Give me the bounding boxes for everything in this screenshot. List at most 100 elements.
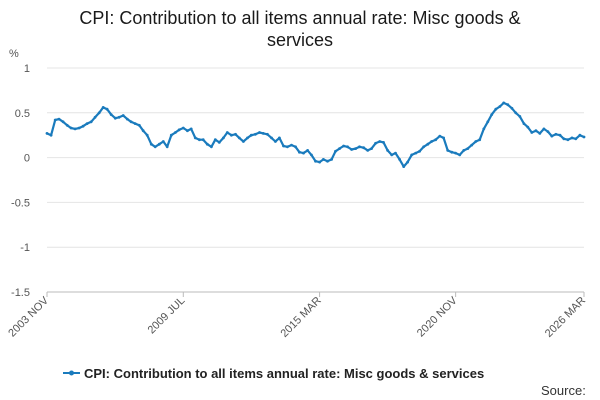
data-point[interactable] bbox=[522, 122, 526, 125]
data-point[interactable] bbox=[294, 145, 297, 149]
data-point[interactable] bbox=[398, 158, 401, 161]
data-point[interactable] bbox=[246, 136, 249, 140]
data-point[interactable] bbox=[442, 136, 445, 140]
data-point[interactable] bbox=[165, 145, 169, 149]
data-point[interactable] bbox=[302, 151, 305, 155]
data-point[interactable] bbox=[113, 116, 117, 120]
data-point[interactable] bbox=[69, 126, 73, 130]
data-point[interactable] bbox=[410, 153, 414, 157]
data-point[interactable] bbox=[81, 124, 85, 128]
data-point[interactable] bbox=[105, 107, 109, 111]
data-point[interactable] bbox=[181, 126, 185, 130]
data-point[interactable] bbox=[346, 145, 349, 149]
data-point[interactable] bbox=[57, 117, 61, 121]
data-point[interactable] bbox=[261, 132, 265, 135]
data-point[interactable] bbox=[470, 143, 474, 147]
data-point[interactable] bbox=[73, 127, 77, 131]
data-point[interactable] bbox=[266, 132, 269, 136]
data-point[interactable] bbox=[558, 133, 562, 137]
data-point[interactable] bbox=[282, 144, 285, 148]
data-point[interactable] bbox=[510, 106, 514, 110]
data-point[interactable] bbox=[210, 145, 213, 149]
data-point[interactable] bbox=[574, 137, 578, 141]
data-point[interactable] bbox=[145, 133, 149, 137]
data-point[interactable] bbox=[570, 136, 574, 140]
data-point[interactable] bbox=[65, 123, 69, 127]
data-point[interactable] bbox=[350, 148, 353, 151]
data-point[interactable] bbox=[362, 146, 365, 150]
data-point[interactable] bbox=[378, 140, 382, 143]
data-point[interactable] bbox=[554, 132, 558, 136]
data-point[interactable] bbox=[562, 137, 566, 141]
data-point[interactable] bbox=[290, 143, 293, 147]
data-point[interactable] bbox=[518, 115, 522, 118]
data-point[interactable] bbox=[242, 140, 245, 143]
data-point[interactable] bbox=[426, 142, 430, 146]
data-point[interactable] bbox=[582, 135, 586, 139]
data-point[interactable] bbox=[322, 158, 325, 161]
data-point[interactable] bbox=[354, 147, 357, 151]
data-point[interactable] bbox=[85, 122, 89, 125]
data-point[interactable] bbox=[77, 126, 81, 130]
data-point[interactable] bbox=[326, 159, 329, 163]
data-point[interactable] bbox=[526, 125, 530, 129]
data-point[interactable] bbox=[474, 140, 478, 143]
data-point[interactable] bbox=[310, 153, 313, 157]
data-point[interactable] bbox=[193, 136, 197, 140]
data-point[interactable] bbox=[458, 153, 462, 157]
data-point[interactable] bbox=[530, 131, 534, 134]
data-point[interactable] bbox=[117, 115, 121, 119]
data-point[interactable] bbox=[486, 120, 490, 124]
data-point[interactable] bbox=[542, 127, 546, 131]
data-point[interactable] bbox=[330, 158, 333, 161]
data-point[interactable] bbox=[149, 142, 153, 146]
data-point[interactable] bbox=[446, 149, 450, 152]
data-point[interactable] bbox=[174, 131, 177, 134]
data-point[interactable] bbox=[93, 115, 97, 119]
data-point[interactable] bbox=[438, 134, 442, 138]
data-point[interactable] bbox=[97, 111, 101, 115]
data-point[interactable] bbox=[578, 133, 582, 137]
data-point[interactable] bbox=[133, 122, 137, 125]
data-point[interactable] bbox=[254, 132, 257, 136]
data-point[interactable] bbox=[430, 140, 433, 143]
data-point[interactable] bbox=[514, 111, 518, 115]
data-point[interactable] bbox=[249, 133, 253, 137]
data-point[interactable] bbox=[278, 136, 281, 140]
data-point[interactable] bbox=[498, 105, 502, 108]
data-point[interactable] bbox=[286, 145, 289, 149]
data-point[interactable] bbox=[358, 145, 361, 149]
data-point[interactable] bbox=[422, 145, 426, 149]
data-point[interactable] bbox=[109, 113, 113, 116]
data-point[interactable] bbox=[157, 142, 161, 146]
data-point[interactable] bbox=[406, 160, 409, 164]
data-point[interactable] bbox=[101, 106, 105, 109]
data-point[interactable] bbox=[314, 159, 317, 163]
data-point[interactable] bbox=[61, 120, 65, 124]
legend[interactable]: CPI: Contribution to all items annual ra… bbox=[63, 366, 484, 381]
data-point[interactable] bbox=[374, 141, 377, 145]
data-point[interactable] bbox=[550, 134, 554, 138]
data-point[interactable] bbox=[466, 147, 470, 151]
data-point[interactable] bbox=[274, 140, 277, 143]
data-point[interactable] bbox=[270, 136, 273, 140]
data-point[interactable] bbox=[186, 129, 189, 133]
data-point[interactable] bbox=[334, 149, 337, 153]
data-point[interactable] bbox=[129, 120, 133, 124]
data-point[interactable] bbox=[414, 151, 418, 155]
data-point[interactable] bbox=[478, 138, 482, 142]
data-point[interactable] bbox=[217, 141, 221, 144]
data-point[interactable] bbox=[89, 120, 93, 124]
data-point[interactable] bbox=[318, 160, 321, 164]
data-point[interactable] bbox=[213, 138, 217, 142]
data-point[interactable] bbox=[234, 132, 237, 136]
data-point[interactable] bbox=[230, 133, 233, 137]
data-point[interactable] bbox=[137, 123, 141, 127]
data-point[interactable] bbox=[205, 142, 209, 146]
data-point[interactable] bbox=[450, 150, 454, 154]
data-point[interactable] bbox=[506, 103, 510, 107]
data-point[interactable] bbox=[386, 149, 389, 152]
data-point[interactable] bbox=[258, 131, 261, 134]
data-point[interactable] bbox=[153, 145, 157, 149]
data-point[interactable] bbox=[462, 149, 466, 152]
